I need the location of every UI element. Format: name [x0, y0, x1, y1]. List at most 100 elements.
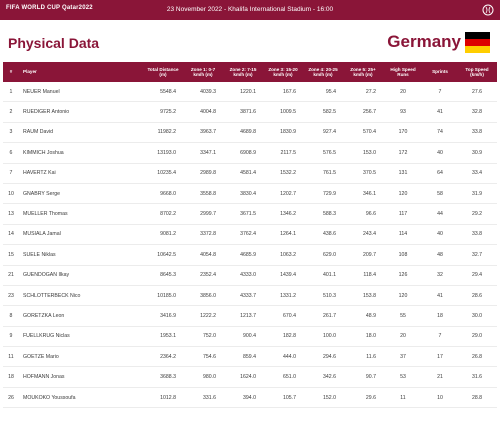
cell-zone4: 294.6 [303, 346, 343, 368]
cell-zone1: 4054.8 [183, 244, 223, 266]
cell-high-speed-runs: 170 [383, 122, 423, 144]
col-header-zone5: Zone 5: 25+ km/h (m) [343, 62, 383, 82]
cell-zone5: 48.9 [343, 305, 383, 327]
table-row: 13 MUELLER Thomas 8702.2 2999.7 3671.5 1346.2… [3, 203, 497, 225]
flag-stripe-gold [465, 46, 490, 53]
cell-number: 1 [3, 82, 19, 103]
cell-sprints: 17 [423, 346, 457, 368]
cell-zone2: 3871.6 [223, 101, 263, 123]
cell-player: KIMMICH Joshua [19, 142, 143, 164]
cell-player: SUELE Niklas [19, 244, 143, 266]
cell-zone5: 370.5 [343, 163, 383, 184]
cell-zone1: 4039.3 [183, 82, 223, 103]
cell-sprints: 64 [423, 163, 457, 184]
cell-high-speed-runs: 131 [383, 163, 423, 184]
cell-player: MUSIALA Jamal [19, 224, 143, 246]
title-row: Physical Data Germany [0, 20, 500, 61]
cell-zone3: 182.8 [263, 326, 303, 348]
cell-top-speed: 29.0 [457, 326, 497, 348]
cell-zone3: 1063.2 [263, 244, 303, 266]
cell-zone1: 754.6 [183, 346, 223, 368]
cell-total-distance: 9725.2 [143, 101, 183, 123]
cell-zone3: 444.0 [263, 346, 303, 368]
match-info: 23 November 2022 - Khalifa International… [166, 6, 334, 13]
cell-high-speed-runs: 20 [383, 326, 423, 348]
cell-zone3: 1532.2 [263, 163, 303, 184]
cell-top-speed: 33.4 [457, 163, 497, 184]
table-row: 6 KIMMICH Joshua 13193.0 3347.1 6908.9 2117.5… [3, 142, 497, 164]
cell-zone2: 6908.9 [223, 142, 263, 164]
cell-sprints: 58 [423, 183, 457, 205]
table-row: 11 GOETZE Mario 2364.2 754.6 859.4 444.0 294.6… [3, 346, 497, 368]
cell-zone5: 243.4 [343, 224, 383, 246]
cell-zone1: 1222.2 [183, 305, 223, 327]
cell-high-speed-runs: 172 [383, 142, 423, 164]
cell-player: FUELLKRUG Niclas [19, 326, 143, 348]
cell-zone3: 1264.1 [263, 224, 303, 246]
cell-zone5: 118.4 [343, 265, 383, 286]
table-row: 3 RAUM David 11982.2 3963.7 4689.8 1830.9 927.… [3, 122, 497, 144]
cell-total-distance: 3416.9 [143, 305, 183, 327]
cell-zone4: 927.4 [303, 122, 343, 144]
cell-number: 3 [3, 122, 19, 144]
cell-top-speed: 29.4 [457, 265, 497, 286]
cell-zone2: 3671.5 [223, 203, 263, 225]
cell-zone2: 4581.4 [223, 163, 263, 184]
cell-zone4: 582.5 [303, 101, 343, 123]
cell-player: RUEDIGER Antonio [19, 101, 143, 123]
cell-total-distance: 2364.2 [143, 346, 183, 368]
cell-total-distance: 1953.1 [143, 326, 183, 348]
col-header-number: # [3, 62, 19, 82]
col-header-total-distance: Total Distance (m) [143, 62, 183, 82]
cell-zone5: 27.2 [343, 82, 383, 103]
cell-sprints: 41 [423, 285, 457, 307]
cell-player: SCHLOTTERBECK Nico [19, 285, 143, 307]
cell-high-speed-runs: 37 [383, 346, 423, 368]
cell-zone5: 256.7 [343, 101, 383, 123]
cell-high-speed-runs: 11 [383, 387, 423, 409]
cell-top-speed: 26.8 [457, 346, 497, 368]
cell-number: 23 [3, 285, 19, 307]
cell-zone2: 859.4 [223, 346, 263, 368]
cell-zone1: 3963.7 [183, 122, 223, 144]
cell-zone3: 1009.5 [263, 101, 303, 123]
cell-zone4: 401.1 [303, 265, 343, 286]
cell-total-distance: 5548.4 [143, 82, 183, 103]
cell-top-speed: 30.0 [457, 305, 497, 327]
cell-player: MUELLER Thomas [19, 203, 143, 225]
cell-number: 26 [3, 387, 19, 409]
cell-number: 21 [3, 265, 19, 286]
cell-total-distance: 3688.3 [143, 366, 183, 388]
table-header-row: # Player Total Distance (m) Zone 1: 0-7 … [3, 62, 497, 82]
cell-zone4: 510.3 [303, 285, 343, 307]
cell-sprints: 74 [423, 122, 457, 144]
cell-high-speed-runs: 53 [383, 366, 423, 388]
cell-sprints: 41 [423, 101, 457, 123]
cell-total-distance: 10185.0 [143, 285, 183, 307]
cell-zone5: 11.6 [343, 346, 383, 368]
cell-zone4: 588.3 [303, 203, 343, 225]
flag-stripe-black [465, 32, 490, 39]
cell-high-speed-runs: 126 [383, 265, 423, 286]
col-header-zone3: Zone 3: 15-20 km/h (m) [263, 62, 303, 82]
table-row: 15 SUELE Niklas 10642.5 4054.8 4685.9 1063.2 6… [3, 244, 497, 266]
cell-zone2: 4689.8 [223, 122, 263, 144]
cell-player: GUENDOGAN Ilkay [19, 265, 143, 286]
cell-total-distance: 9668.0 [143, 183, 183, 205]
cell-zone2: 4333.7 [223, 285, 263, 307]
cell-top-speed: 28.6 [457, 285, 497, 307]
table-row: 23 SCHLOTTERBECK Nico 10185.0 3856.0 4333.7 1… [3, 285, 497, 307]
cell-sprints: 10 [423, 387, 457, 409]
cell-player: MOUKOKO Youssoufa [19, 387, 143, 409]
cell-total-distance: 10235.4 [143, 163, 183, 184]
cell-sprints: 44 [423, 203, 457, 225]
cell-zone1: 331.6 [183, 387, 223, 409]
cell-zone5: 18.0 [343, 326, 383, 348]
col-header-player: Player [19, 62, 143, 82]
cell-zone1: 2989.8 [183, 163, 223, 184]
cell-zone2: 4685.9 [223, 244, 263, 266]
col-header-top-speed: Top Speed (km/h) [457, 62, 497, 82]
cell-zone2: 900.4 [223, 326, 263, 348]
cell-top-speed: 32.8 [457, 101, 497, 123]
cell-zone2: 4333.0 [223, 265, 263, 286]
